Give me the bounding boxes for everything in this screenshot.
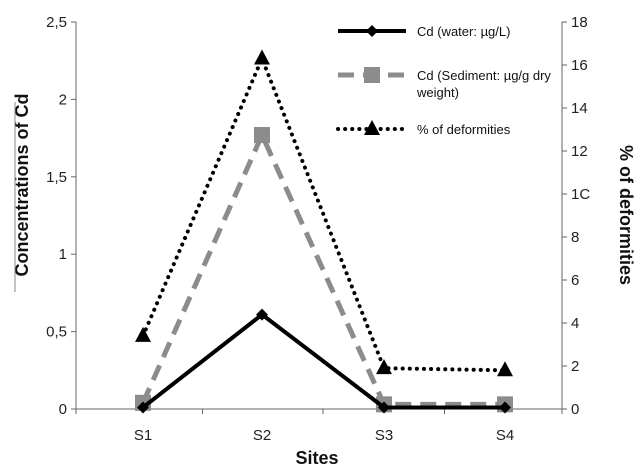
data-point-diamond	[366, 25, 378, 37]
data-point-triangle	[254, 49, 270, 65]
y2-tick-label: 6	[571, 272, 579, 289]
x-tick-label: S3	[375, 427, 393, 444]
y2-tick-label: 16	[571, 57, 588, 74]
legend: Cd (water: µg/L) Cd (Sediment: µg/g dry we…	[336, 24, 551, 137]
y2-tick-label: 14	[571, 100, 588, 117]
y2-axis-title: % of deformities	[616, 145, 635, 285]
y-tick-label: 0,5	[46, 324, 67, 341]
data-point-square	[364, 67, 380, 83]
y-tick-label: 0	[59, 401, 67, 418]
legend-item: Cd (Sediment: µg/g dry weight)	[338, 67, 551, 100]
data-point-diamond	[137, 401, 149, 414]
x-axis-title: Sites	[295, 448, 338, 468]
legend-label: Cd (Sediment: µg/g dry	[417, 68, 551, 83]
series-line	[141, 53, 507, 373]
data-point-diamond	[378, 401, 390, 414]
y2-tick-label: 12	[571, 143, 588, 160]
y-axis-ticks: 0 0,5 1 1,5 2 2,5	[46, 14, 76, 418]
y-tick-label: 1	[59, 246, 67, 263]
y2-axis-ticks: 0 2 4 6 8 1C 12 14 16 18	[562, 14, 590, 418]
x-tick-label: S4	[496, 427, 514, 444]
x-axis-ticks: S1 S2 S3 S4	[75, 409, 563, 444]
y2-tick-label: 18	[571, 14, 588, 31]
data-point-diamond	[499, 401, 511, 414]
y-axis-title: Concentrations of Cd	[12, 94, 32, 277]
y2-tick-label: 8	[571, 229, 579, 246]
legend-item: Cd (water: µg/L)	[338, 24, 510, 39]
data-point-square	[254, 127, 270, 144]
x-tick-label: S1	[134, 427, 152, 444]
series-2	[135, 49, 513, 377]
y-tick-label: 1,5	[46, 169, 67, 186]
legend-item: % of deformities	[336, 120, 511, 137]
series-layer	[135, 49, 513, 414]
legend-label: % of deformities	[417, 122, 511, 137]
data-point-diamond	[256, 308, 268, 321]
data-point-triangle	[364, 120, 380, 135]
series-line	[140, 128, 505, 407]
data-point-triangle	[497, 361, 513, 377]
legend-label: weight)	[416, 85, 459, 100]
y2-tick-label: 0	[571, 401, 579, 418]
y2-tick-label: 1C	[571, 186, 590, 203]
y-tick-label: 2	[59, 91, 67, 108]
y-tick-label: 2,5	[46, 14, 67, 31]
legend-label: Cd (water: µg/L)	[417, 24, 510, 39]
data-point-triangle	[376, 359, 392, 375]
series-line	[141, 312, 505, 410]
data-point-triangle	[135, 326, 151, 342]
y2-tick-label: 4	[571, 315, 579, 332]
x-tick-label: S2	[253, 427, 271, 444]
series-0	[137, 308, 511, 414]
y2-tick-label: 2	[571, 358, 579, 375]
